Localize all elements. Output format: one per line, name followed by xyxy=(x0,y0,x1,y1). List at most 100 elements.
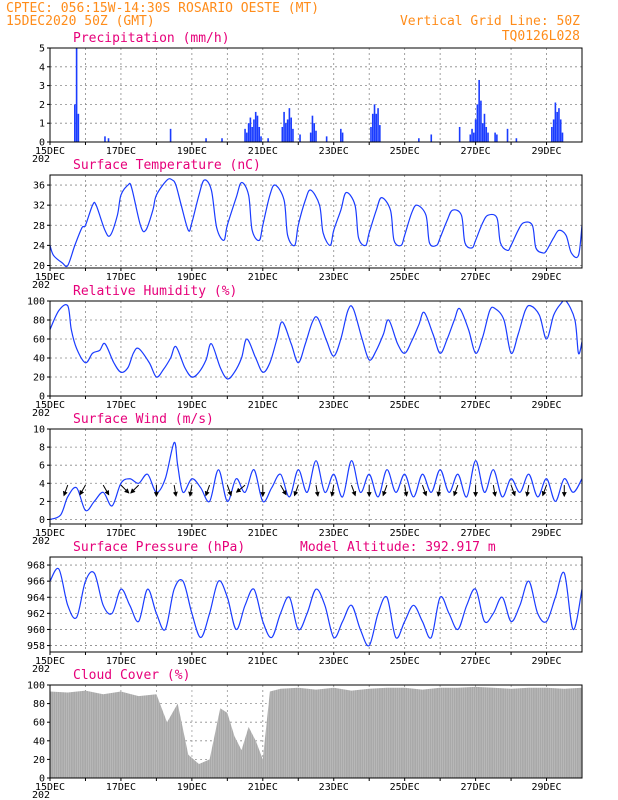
y-tick-label: 4 xyxy=(39,62,45,73)
precip-bar xyxy=(283,111,285,142)
precip-bar xyxy=(370,126,372,142)
precip-bar xyxy=(552,119,555,142)
precip-bar xyxy=(556,111,558,142)
y-tick-label: 966 xyxy=(27,577,45,588)
precip-bar xyxy=(169,128,172,142)
precip-bar xyxy=(281,126,284,142)
precip-bar xyxy=(480,100,482,142)
series-line xyxy=(50,301,582,380)
x-tick-label: 27DEC xyxy=(461,528,491,539)
x-tick-label: 17DEC xyxy=(106,272,136,283)
x-tick-label: 17DEC xyxy=(106,528,136,539)
panel-2: Relative Humidity (%) 0 20 40 60 80 100 15DEC 17… xyxy=(27,284,583,419)
panel-0: Precipitation (mm/h) 0 1 2 3 4 5 15DEC 17DEC 19DE… xyxy=(32,31,583,165)
x-year-fragment: 202 xyxy=(32,536,50,547)
x-year-fragment: 202 xyxy=(32,790,50,800)
y-tick-label: 0 xyxy=(39,774,45,785)
y-tick-label: 20 xyxy=(33,755,45,766)
header-grid-note: Vertical Grid Line: 50Z xyxy=(400,14,580,29)
y-tick-label: 968 xyxy=(27,561,45,572)
wind-arrow-icon xyxy=(350,484,357,497)
x-tick-label: 15DEC xyxy=(35,400,65,411)
y-tick-label: 80 xyxy=(33,316,45,327)
series-line xyxy=(50,567,582,647)
y-tick-label: 0 xyxy=(39,392,45,403)
precip-bar xyxy=(506,128,509,142)
cloud-cover-area xyxy=(50,686,582,778)
panel-1: Surface Temperature (nC) 20 24 28 32 36 15DEC 1… xyxy=(32,158,583,291)
x-tick-label: 27DEC xyxy=(461,272,491,283)
wind-arrow-icon xyxy=(172,485,178,497)
precip-bar xyxy=(77,113,80,142)
wind-arrow-icon xyxy=(226,484,233,497)
x-tick-label: 27DEC xyxy=(461,782,491,793)
precip-bar xyxy=(251,126,253,142)
precip-bar xyxy=(311,115,314,142)
y-tick-label: 960 xyxy=(27,625,45,636)
x-tick-label: 23DEC xyxy=(319,272,349,283)
y-tick-label: 2 xyxy=(39,497,45,508)
header-station: CPTEC: 056:15W-14:30S ROSARIO OESTE (MT) xyxy=(6,1,319,16)
wind-arrow-icon xyxy=(62,484,69,497)
y-tick-label: 20 xyxy=(33,261,45,272)
wind-arrow-icon xyxy=(421,484,428,497)
x-tick-label: 23DEC xyxy=(319,656,349,667)
y-tick-label: 100 xyxy=(27,297,45,308)
panel-frame xyxy=(49,556,583,653)
x-tick-label: 19DEC xyxy=(177,656,207,667)
y-tick-label: 60 xyxy=(33,335,45,346)
precip-bar xyxy=(551,126,553,142)
x-tick-label: 21DEC xyxy=(248,656,278,667)
precip-bar xyxy=(554,102,557,142)
x-tick-label: 15DEC xyxy=(35,782,65,793)
model-altitude-label: Model Altitude: 392.917 m xyxy=(300,540,496,555)
precip-bar xyxy=(288,108,291,142)
precip-bar xyxy=(205,138,207,142)
precip-bar xyxy=(313,123,316,142)
x-tick-label: 27DEC xyxy=(461,400,491,411)
x-tick-label: 29DEC xyxy=(531,146,561,157)
x-tick-label: 25DEC xyxy=(390,272,420,283)
precip-bar xyxy=(253,119,255,142)
x-tick-label: 19DEC xyxy=(177,146,207,157)
y-tick-label: 4 xyxy=(39,479,45,490)
x-tick-label: 23DEC xyxy=(319,146,349,157)
precip-bar xyxy=(379,125,381,142)
wind-arrow-icon xyxy=(280,484,287,496)
precip-bar xyxy=(244,128,246,142)
wind-arrow-icon xyxy=(382,484,388,497)
panel-frame xyxy=(49,300,583,397)
y-tick-label: 36 xyxy=(33,181,45,192)
precip-bar xyxy=(292,128,294,142)
precip-bar xyxy=(487,132,489,142)
x-tick-label: 29DEC xyxy=(531,272,561,283)
precip-bar xyxy=(260,136,262,142)
x-tick-label: 25DEC xyxy=(390,782,420,793)
panel-title: Surface Pressure (hPa) xyxy=(73,540,245,555)
wind-arrow-icon xyxy=(314,485,320,497)
precip-bar xyxy=(254,111,257,142)
panel-frame xyxy=(49,428,583,525)
y-tick-label: 32 xyxy=(33,201,45,212)
x-year-fragment: 202 xyxy=(32,408,50,419)
x-year-fragment: 202 xyxy=(32,280,50,291)
header-run-time: 15DEC2020 50Z (GMT) xyxy=(6,14,155,29)
wind-arrow-icon xyxy=(120,484,130,494)
y-tick-label: 8 xyxy=(39,443,45,454)
x-tick-label: 17DEC xyxy=(106,782,136,793)
precip-bar xyxy=(246,132,248,142)
precip-bar xyxy=(341,132,344,142)
wind-arrow-icon xyxy=(130,484,140,494)
y-tick-label: 964 xyxy=(27,593,45,604)
precip-bar xyxy=(458,126,461,142)
x-tick-label: 29DEC xyxy=(531,782,561,793)
y-tick-label: 3 xyxy=(39,81,45,92)
panel-title: Precipitation (mm/h) xyxy=(73,31,230,46)
wind-arrow-icon xyxy=(492,485,498,497)
precip-bar xyxy=(559,119,562,142)
y-tick-label: 5 xyxy=(39,44,45,55)
precip-bar xyxy=(256,115,259,142)
x-tick-label: 29DEC xyxy=(531,656,561,667)
x-tick-label: 25DEC xyxy=(390,656,420,667)
x-tick-label: 21DEC xyxy=(248,528,278,539)
